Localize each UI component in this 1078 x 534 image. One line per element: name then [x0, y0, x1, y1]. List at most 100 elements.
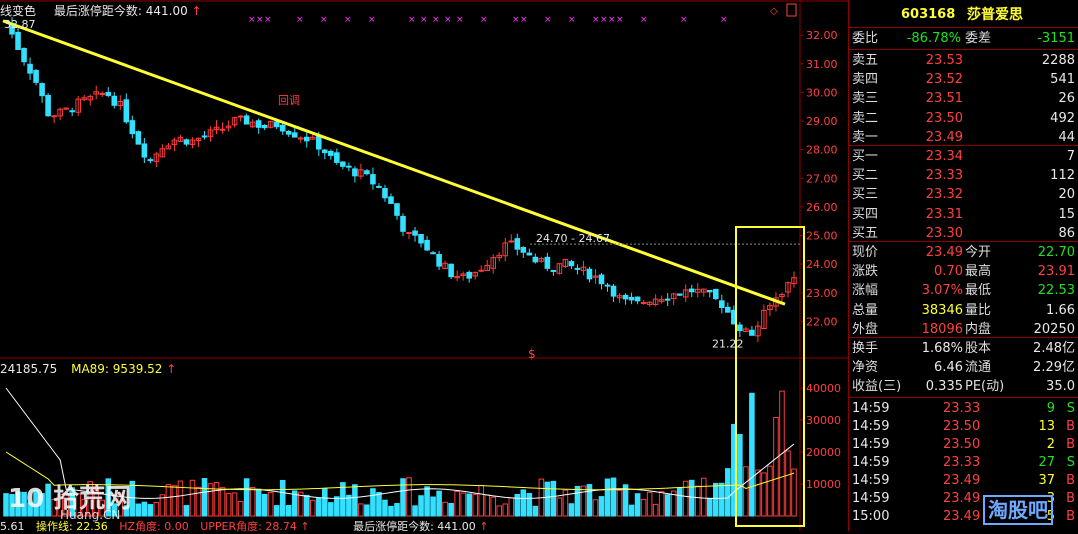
volume-bar [634, 493, 641, 517]
tick-volume: 9 [1046, 401, 1055, 416]
stat-row: 净资 6.46 流通 2.29亿 [849, 359, 1078, 377]
bottom-item2-label: 操作线: [36, 520, 73, 533]
tick-volume: 2 [1046, 437, 1055, 452]
tick-time: 14:59 [852, 455, 890, 470]
candle-body [550, 269, 557, 272]
volume-bar [111, 503, 118, 517]
volume-bar [3, 493, 9, 517]
candle-body [316, 135, 322, 150]
volume-bar [580, 485, 587, 517]
volume-bar [183, 505, 190, 517]
candle-body [598, 274, 605, 285]
volume-bar [340, 482, 346, 517]
volume-header: 24185.75 MA89: 9539.52 ↑ [0, 362, 176, 376]
tick-row: 14:59 23.50 2 B [849, 436, 1078, 454]
volume-bar [63, 492, 69, 517]
volume-value: 24185.75 [0, 362, 58, 376]
volume-bar [33, 490, 39, 517]
volume-bar [225, 493, 232, 517]
stat-label: 涨跌 [852, 264, 879, 280]
volume-bar [676, 487, 683, 517]
stat-row: 涨跌 0.70 最高 23.91 [849, 263, 1078, 281]
volume-bar [652, 503, 659, 517]
volume-bar [249, 486, 256, 517]
indicator-name: 线变色 [0, 4, 37, 18]
candle-body [520, 247, 527, 253]
tick-price: 23.49 [943, 473, 981, 488]
tick-price: 23.33 [943, 401, 981, 416]
ask-volume: 26 [1058, 91, 1075, 107]
volume-bar [39, 493, 45, 517]
volume-ma89-line [5, 451, 795, 491]
candle-body [159, 148, 166, 158]
stat-row: 换手 1.68% 股本 2.48亿 [849, 340, 1078, 358]
price-tick-label: 28.00 [806, 144, 838, 157]
volume-bar [189, 479, 196, 517]
volume-bar [171, 485, 178, 517]
candle-body [388, 196, 394, 204]
volume-bar [117, 492, 124, 517]
volume-bar [279, 479, 286, 517]
tick-row: 14:59 23.50 13 B [849, 418, 1078, 436]
volume-bar [568, 503, 575, 517]
candle-body [400, 215, 406, 232]
divider [849, 27, 1078, 28]
volume-bar [334, 496, 340, 517]
candle-body [719, 300, 725, 309]
volume-bar [406, 477, 412, 517]
candle-body [779, 293, 785, 298]
kline-chart[interactable]: 32.00 31.00 30.00 29.00 28.00 27.00 26.00 25.00… [0, 0, 848, 531]
stat-label: 流通 [965, 360, 992, 376]
stat-value: 6.46 [934, 360, 963, 376]
candle-body [261, 124, 268, 129]
volume-bar [201, 478, 208, 517]
volume-bar [785, 450, 791, 517]
volume-bar [322, 488, 328, 517]
ask-price: 23.49 [925, 129, 963, 145]
volume-bar [743, 466, 749, 517]
candle-body [502, 242, 509, 257]
stat-value: 3.07% [921, 283, 963, 299]
candle-body [418, 234, 424, 244]
watermark-right: 淘股吧 [983, 495, 1053, 525]
stat-label: 最低 [965, 283, 992, 299]
weibi-row: 委比 -86.78% 委差 -3151 [849, 30, 1078, 48]
bid-row: 买一 23.34 7 [849, 148, 1078, 166]
tick-side: B [1066, 509, 1075, 524]
volume-bar [45, 483, 51, 517]
candle-body [147, 159, 154, 162]
candle-body [406, 232, 412, 235]
candle-body [51, 115, 57, 118]
volume-bar [592, 499, 599, 517]
divider [849, 397, 1078, 398]
ask-price: 23.53 [925, 53, 963, 68]
kline-chart-area[interactable]: 32.00 31.00 30.00 29.00 28.00 27.00 26.00 25.00… [0, 0, 848, 533]
candle-body [514, 238, 521, 250]
watermark-left-text: 10 拾荒网 [8, 484, 132, 514]
candle-body [171, 139, 178, 146]
bid-volume: 86 [1058, 225, 1075, 241]
candle-body [322, 149, 328, 154]
candle-body [309, 136, 316, 140]
volume-tick-label: 10000 [806, 478, 841, 491]
volume-bar [135, 503, 142, 517]
candle-body [682, 289, 689, 298]
volume-bar [285, 504, 292, 517]
signal-marker: × [296, 15, 304, 25]
stat-label: 量比 [965, 302, 992, 318]
candle-body [658, 299, 665, 302]
tick-volume: 13 [1038, 419, 1055, 434]
ask-row: 卖二 23.50 492 [849, 110, 1078, 128]
volume-bar [562, 489, 569, 517]
candle-body [33, 69, 39, 83]
candle-body [490, 257, 497, 269]
stat-row: 外盘 18096 内盘 20250 [849, 321, 1078, 339]
candle-body [225, 125, 232, 129]
candle-body [706, 289, 713, 293]
volume-bar [598, 496, 605, 517]
signal-marker: × [544, 15, 552, 25]
volume-bar [207, 483, 214, 517]
stat-value: 2.48亿 [1033, 341, 1075, 356]
volume-bar [761, 472, 767, 517]
price-tick-label: 27.00 [806, 172, 838, 185]
